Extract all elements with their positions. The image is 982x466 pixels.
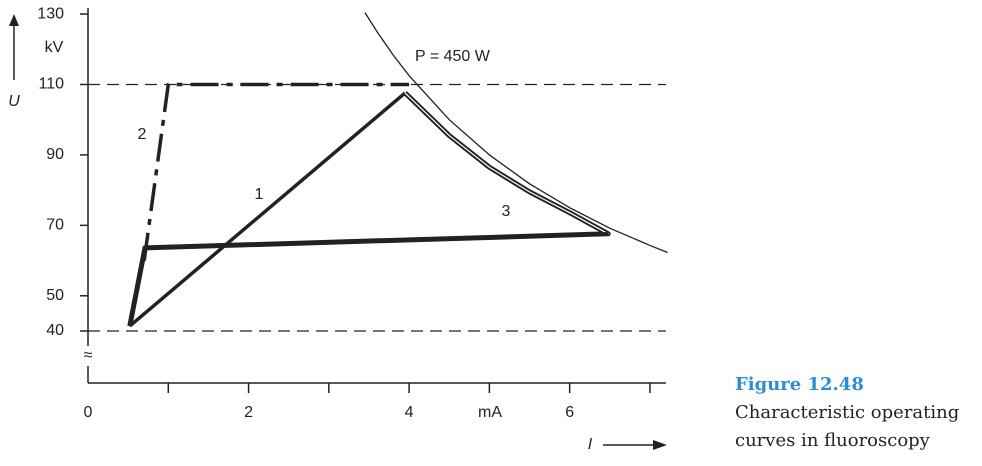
x-tick-label: 4 [405, 404, 414, 421]
x-unit: mA [478, 404, 502, 421]
curve-label: P = 450 W [415, 48, 491, 65]
x-arrow-head [653, 440, 667, 450]
curve-label: 3 [502, 203, 511, 220]
x-tick-label: 2 [244, 404, 253, 421]
y-tick-label: 110 [38, 76, 64, 93]
curve [142, 82, 410, 261]
curve-label: 1 [255, 186, 264, 203]
caption-line: curves in fluoroscopy [735, 430, 931, 451]
y-unit: kV [45, 39, 64, 56]
x-axis-label: I [588, 436, 593, 453]
y-tick-label: 70 [46, 217, 64, 234]
y-arrow-head [9, 14, 19, 26]
caption-line: Characteristic operating [735, 402, 959, 423]
curve-inner [129, 92, 609, 327]
y-axis-label: U [8, 93, 20, 110]
x-tick-label: 6 [565, 404, 574, 421]
curve-body [128, 232, 609, 327]
y-tick-label: 50 [46, 287, 64, 304]
y-tick-label: 40 [46, 322, 64, 339]
x-tick-label: 0 [84, 404, 93, 421]
caption-title: Figure 12.48 [735, 374, 864, 395]
curve [128, 91, 407, 328]
curve [127, 91, 611, 327]
curve [364, 12, 668, 254]
axis-break: ≈ [84, 347, 93, 364]
y-tick-label: 130 [37, 5, 64, 22]
y-tick-label: 90 [46, 146, 64, 163]
curve-label: 2 [138, 126, 147, 143]
